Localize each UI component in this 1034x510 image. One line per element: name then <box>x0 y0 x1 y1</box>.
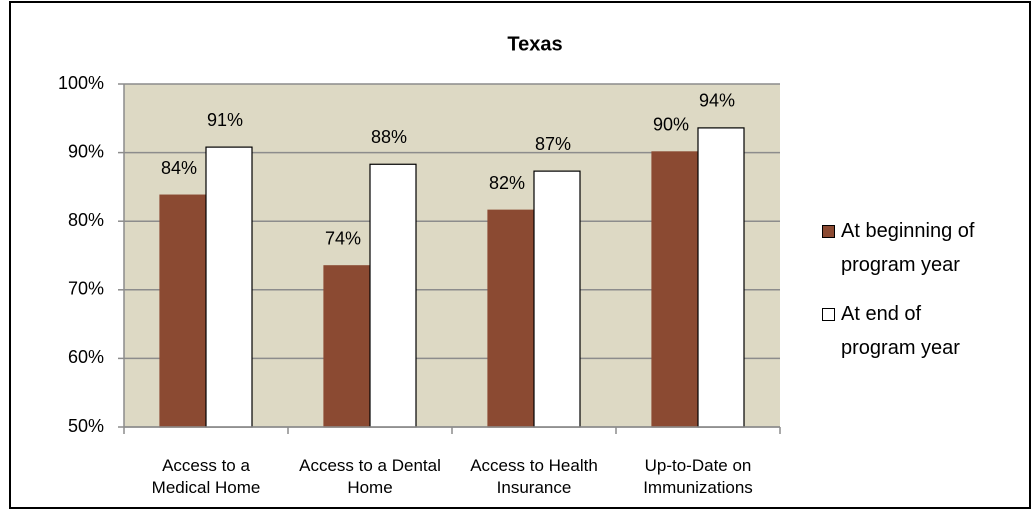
y-tick-label: 60% <box>68 347 104 367</box>
legend-item: At beginning of program year <box>820 214 1000 282</box>
data-label: 88% <box>371 127 407 147</box>
legend-swatch <box>822 225 835 238</box>
legend-label: At end of program year <box>841 303 960 359</box>
data-label: 91% <box>207 110 243 130</box>
legend-label: At beginning of program year <box>841 220 975 276</box>
y-tick-label: 50% <box>68 416 104 436</box>
data-label: 90% <box>653 115 689 135</box>
x-tick-label: Access to a Dental Home <box>299 456 441 497</box>
bar <box>697 127 745 428</box>
legend-item: At end of program year <box>820 297 1000 365</box>
bar <box>487 209 535 428</box>
data-label: 94% <box>699 91 735 111</box>
x-tick-label: Access to Health Insurance <box>470 456 598 497</box>
data-label: 87% <box>535 134 571 154</box>
x-tick-label: Access to a Medical Home <box>151 456 261 497</box>
data-label: 74% <box>325 229 361 249</box>
data-label: 82% <box>489 173 525 193</box>
legend-swatch <box>822 308 835 321</box>
bar <box>159 194 207 428</box>
bar <box>205 146 253 428</box>
bar <box>533 170 581 428</box>
bar <box>369 163 417 428</box>
bar <box>323 265 371 428</box>
chart-title: Texas <box>507 33 562 55</box>
y-tick-label: 80% <box>68 210 104 230</box>
y-tick-label: 100% <box>58 73 104 93</box>
y-tick-label: 70% <box>68 279 104 299</box>
bar <box>651 151 699 428</box>
data-label: 84% <box>161 158 197 178</box>
x-tick-label: Up-to-Date on Immunizations <box>643 456 753 497</box>
y-tick-label: 90% <box>68 141 104 161</box>
